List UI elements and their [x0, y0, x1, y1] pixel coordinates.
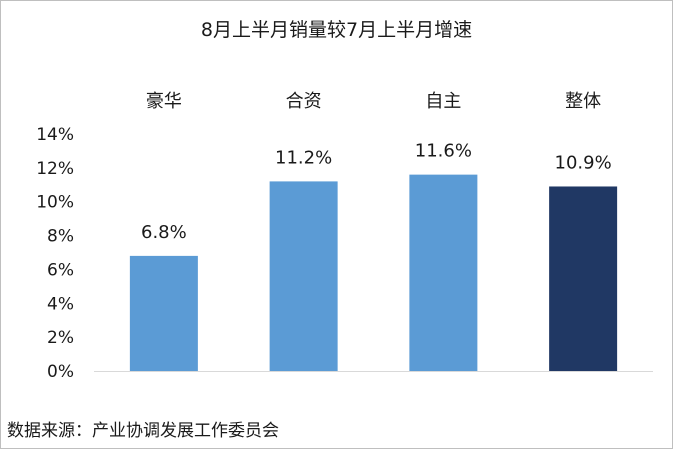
value-labels: 6.8% 11.2% 11.6% 10.9% [141, 141, 612, 243]
data-label: 11.6% [415, 141, 472, 162]
data-label: 11.2% [275, 147, 332, 168]
y-tick-label: 12% [36, 159, 74, 179]
bars [129, 174, 618, 371]
chart-title: 8月上半月销量较7月上半月增速 [200, 19, 473, 41]
bar [549, 186, 618, 371]
category-label: 合资 [286, 91, 322, 112]
y-tick-label: 14% [36, 125, 74, 145]
bar [129, 255, 198, 371]
data-label: 10.9% [555, 152, 612, 173]
data-label: 6.8% [141, 222, 187, 243]
y-tick-label: 0% [47, 362, 74, 382]
category-label: 整体 [565, 91, 601, 112]
y-tick-label: 4% [47, 294, 74, 314]
y-tick-label: 6% [47, 260, 74, 280]
category-labels: 豪华 合资 自主 整体 [146, 91, 601, 112]
y-tick-label: 2% [47, 328, 74, 348]
bar [269, 181, 338, 371]
source-note: 数据来源：产业协调发展工作委员会 [7, 421, 279, 441]
bar [409, 174, 478, 371]
y-axis: 0% 2% 4% 6% 8% 10% 12% 14% [36, 125, 74, 382]
category-label: 豪华 [146, 91, 182, 112]
y-tick-label: 8% [47, 227, 74, 247]
category-label: 自主 [425, 91, 461, 112]
y-tick-label: 10% [36, 193, 74, 213]
